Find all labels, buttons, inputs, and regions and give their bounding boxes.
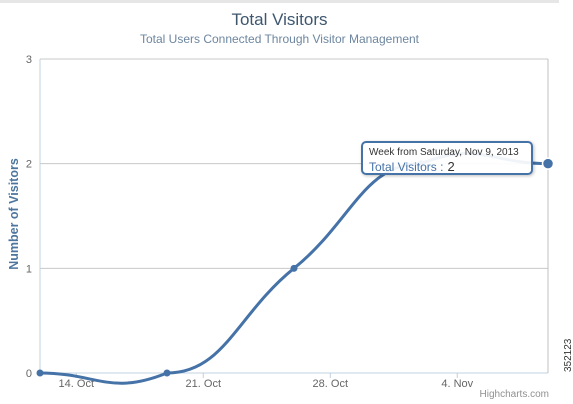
y-tick-label: 1 xyxy=(26,263,32,275)
plot-area: 0 1 2 3 14. Oct 21. Oct 28. Oct 4. Nov Number … xyxy=(7,54,555,390)
tooltip-series-name: Total Visitors : xyxy=(369,160,444,174)
tooltip-value: 2 xyxy=(447,159,455,174)
axes xyxy=(39,59,549,374)
x-tick-labels: 14. Oct 21. Oct 28. Oct 4. Nov xyxy=(59,373,474,390)
y-tick-label: 2 xyxy=(26,159,32,171)
chart-container: Total Visitors Total Users Connected Thr… xyxy=(0,0,559,400)
x-tick-label: 14. Oct xyxy=(59,378,94,390)
x-tick-label: 28. Oct xyxy=(313,378,348,390)
x-tick-label: 4. Nov xyxy=(441,378,473,390)
top-border xyxy=(0,0,559,3)
image-id-label: 352123 xyxy=(563,338,573,372)
x-tick-label: 21. Oct xyxy=(186,378,221,390)
y-tick-label: 3 xyxy=(26,54,32,66)
chart-subtitle: Total Users Connected Through Visitor Ma… xyxy=(139,32,420,46)
data-point[interactable] xyxy=(541,157,555,170)
data-point[interactable] xyxy=(36,369,44,377)
y-axis-title: Number of Visitors xyxy=(7,158,21,270)
y-tick-label: 0 xyxy=(26,368,32,380)
data-point[interactable] xyxy=(290,264,298,272)
tooltip-row: Total Visitors :2 xyxy=(369,159,525,175)
data-point[interactable] xyxy=(163,369,171,377)
tooltip-header: Week from Saturday, Nov 9, 2013 xyxy=(369,147,519,158)
y-tick-labels: 0 1 2 3 xyxy=(26,54,32,380)
data-tooltip: Week from Saturday, Nov 9, 2013 Total Vi… xyxy=(361,141,533,175)
series-markers xyxy=(36,157,555,377)
chart-title: Total Visitors xyxy=(231,10,328,29)
credits-link[interactable]: Highcharts.com xyxy=(479,389,549,400)
